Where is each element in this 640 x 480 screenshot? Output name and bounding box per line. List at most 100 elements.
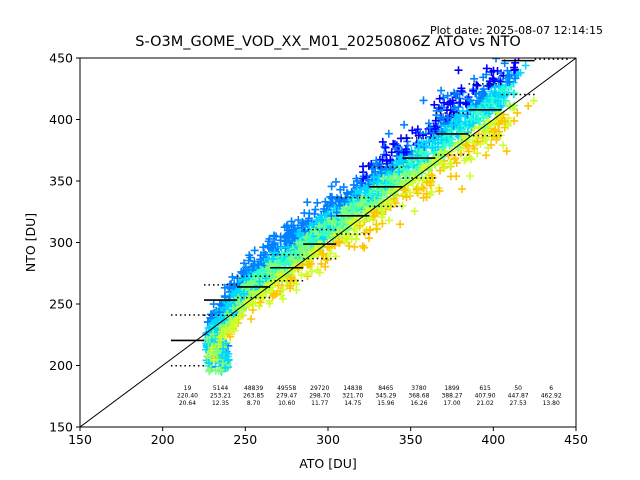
scatter-point: [473, 149, 482, 158]
scatter-point: [501, 117, 510, 126]
scatter-point: [399, 148, 408, 157]
scatter-point: [332, 177, 340, 186]
scatter-point: [318, 215, 327, 224]
scatter-point: [327, 212, 336, 220]
scatter-point: [363, 184, 372, 193]
scatter-point: [359, 162, 367, 171]
scatter-point: [343, 190, 352, 199]
scatter-point: [250, 260, 259, 269]
scatter-point: [342, 226, 350, 235]
scatter-point: [298, 218, 307, 226]
scatter-point: [256, 298, 265, 307]
scatter-point: [498, 87, 507, 95]
scatter-point: [462, 154, 471, 163]
y-tick-label: 300: [49, 235, 73, 250]
scatter-point: [517, 41, 525, 49]
bin-count-label: 5144: [213, 385, 228, 392]
scatter-point: [448, 121, 457, 130]
scatter-point: [337, 217, 346, 226]
scatter-point: [485, 109, 494, 118]
scatter-point: [418, 152, 426, 161]
scatter-point-group: [209, 330, 218, 338]
scatter-point: [369, 173, 378, 182]
scatter-point: [327, 182, 336, 191]
scatter-point: [319, 229, 328, 238]
scatter-point: [262, 274, 270, 283]
scatter-point: [355, 221, 364, 230]
scatter-point: [278, 295, 287, 303]
scatter-point: [356, 178, 365, 187]
scatter-point: [439, 143, 448, 152]
scatter-point: [458, 88, 467, 97]
scatter-point: [326, 198, 335, 207]
scatter-point: [450, 88, 458, 97]
scatter-point: [285, 254, 294, 263]
scatter-point: [278, 251, 287, 260]
scatter-point: [380, 142, 389, 151]
scatter-point: [250, 246, 259, 255]
y-tick-label: 200: [49, 358, 73, 373]
scatter-point: [264, 237, 273, 246]
scatter-point: [392, 152, 401, 161]
scatter-point: [360, 243, 369, 252]
scatter-point: [216, 306, 225, 315]
scatter-point: [423, 178, 432, 187]
scatter-point: [286, 281, 295, 290]
scatter-point: [377, 213, 386, 222]
scatter-point: [428, 155, 437, 164]
scatter-point: [482, 135, 491, 144]
x-tick-label: 400: [481, 432, 505, 447]
scatter-point: [215, 300, 224, 309]
scatter-point: [264, 268, 273, 277]
scatter-point: [456, 139, 465, 148]
scatter-point: [290, 234, 299, 243]
scatter-point: [290, 275, 299, 284]
scatter-point: [427, 171, 436, 180]
scatter-point: [429, 149, 438, 158]
scatter-point: [304, 217, 313, 226]
x-tick-label: 250: [233, 432, 257, 447]
scatter-point: [415, 175, 424, 184]
scatter-point: [297, 271, 306, 280]
scatter-point: [208, 343, 217, 352]
x-tick-label: 300: [316, 432, 340, 447]
scatter-point: [501, 96, 510, 105]
scatter-point: [354, 201, 363, 210]
scatter-point: [396, 220, 405, 229]
scatter-point: [476, 94, 485, 103]
scatter-point: [336, 185, 345, 194]
scatter-point: [438, 159, 446, 168]
scatter-point: [233, 286, 242, 295]
y-axis-label: NTO [DU]: [23, 213, 38, 272]
bin-std-label: 10.60: [278, 400, 295, 407]
scatter-point: [457, 122, 466, 131]
scatter-point: [295, 238, 304, 247]
scatter-point: [329, 217, 338, 226]
bin-std-label: 16.26: [410, 400, 427, 407]
bin-std-label: 27.53: [510, 400, 527, 407]
scatter-point: [259, 243, 268, 252]
one-to-one-line: [80, 58, 576, 427]
scatter-point: [510, 66, 519, 75]
bin-mean-label: 447.87: [508, 392, 529, 399]
scatter-point: [381, 143, 390, 152]
scatter-point: [365, 234, 374, 243]
scatter-point: [410, 207, 419, 216]
scatter-point: [365, 192, 374, 201]
scatter-point: [305, 260, 313, 269]
bin-count-label: 50: [514, 385, 522, 392]
scatter-point: [430, 159, 439, 168]
scatter-point: [317, 259, 326, 268]
scatter-point: [494, 90, 503, 99]
bin-mean-label: 388.27: [442, 392, 463, 399]
scatter-point: [417, 169, 426, 178]
scatter-point: [303, 198, 312, 207]
scatter-point: [437, 86, 446, 95]
scatter-point: [215, 322, 224, 331]
scatter-point: [471, 100, 480, 108]
scatter-point: [349, 225, 358, 234]
scatter-point: [372, 225, 381, 234]
scatter-point: [353, 230, 361, 239]
scatter-point: [289, 221, 298, 230]
scatter-point: [414, 168, 423, 177]
